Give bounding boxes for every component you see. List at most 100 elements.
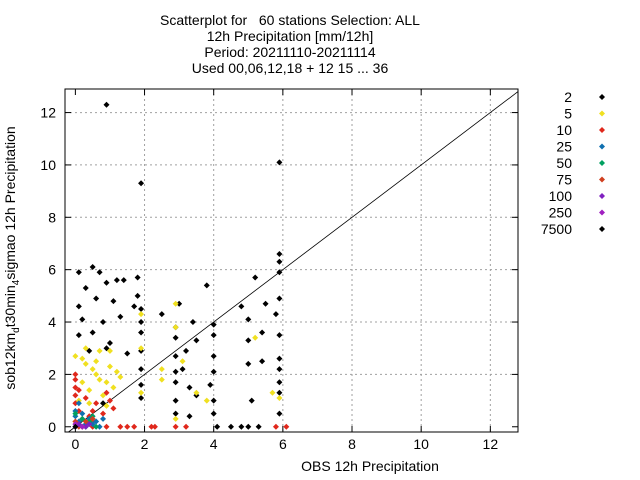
y-axis-label-part-1: sob12km [2, 332, 19, 390]
data-point-series-5 [110, 384, 117, 391]
data-point-series-2 [248, 397, 255, 404]
data-point-series-2 [245, 337, 252, 344]
x-tick-label: 12 [483, 436, 499, 452]
data-point-series-5 [113, 368, 120, 375]
data-point-series-2 [93, 295, 100, 302]
legend-label: 7500 [541, 221, 572, 237]
data-point-series-2 [276, 258, 283, 265]
data-point-series-25 [96, 423, 103, 430]
data-point-series-75 [89, 415, 96, 422]
data-point-series-10 [93, 400, 100, 407]
data-point-series-2 [138, 319, 145, 326]
data-point-series-5 [86, 387, 93, 394]
title-line-2: 12h Precipitation [mm/12h] [206, 28, 374, 44]
data-point-series-2 [134, 292, 141, 299]
data-point-series-50 [72, 410, 79, 417]
data-point-series-5 [172, 415, 179, 422]
data-point-series-5 [89, 366, 96, 373]
data-point-series-5 [79, 355, 86, 362]
data-point-series-2 [79, 316, 86, 323]
data-point-series-5 [86, 400, 93, 407]
data-point-series-2 [276, 295, 283, 302]
data-point-series-7500 [72, 423, 79, 430]
data-point-series-2 [245, 360, 252, 367]
data-point-series-10 [283, 423, 290, 430]
data-point-series-2 [276, 250, 283, 257]
title-line-1: Scatterplot for 60 stations Selection: A… [160, 12, 420, 28]
data-point-series-2 [172, 379, 179, 386]
data-point-series-2 [75, 332, 82, 339]
data-point-series-25 [100, 415, 107, 422]
data-point-series-2 [276, 389, 283, 396]
data-point-series-2 [210, 410, 217, 417]
data-point-series-100 [86, 421, 93, 428]
data-point-series-10 [103, 423, 110, 430]
legend-marker [599, 127, 605, 133]
data-point-series-2 [138, 381, 145, 388]
diagonal-line [68, 91, 519, 433]
legend-marker [599, 160, 605, 166]
data-point-series-2 [86, 347, 93, 354]
data-point-series-2 [117, 313, 124, 320]
legend-label: 75 [556, 172, 572, 188]
legend-marker [599, 193, 605, 199]
data-point-series-10 [75, 387, 82, 394]
data-point-series-2 [210, 397, 217, 404]
data-point-series-5 [79, 379, 86, 386]
data-point-series-50 [93, 423, 100, 430]
title-line-3: Period: 20211110-20211114 [204, 44, 376, 60]
y-tick-label: 10 [40, 157, 56, 173]
data-point-series-5 [172, 300, 179, 307]
data-point-series-2 [96, 269, 103, 276]
data-point-series-10 [72, 376, 79, 383]
data-point-series-100 [82, 423, 89, 430]
data-point-series-2 [172, 410, 179, 417]
x-tick-label: 10 [413, 436, 429, 452]
data-point-series-5 [103, 402, 110, 409]
data-point-series-2 [245, 423, 252, 430]
data-point-series-5 [96, 376, 103, 383]
data-point-series-250 [79, 423, 86, 430]
legend-marker [599, 143, 605, 150]
data-point-series-2 [210, 368, 217, 375]
data-point-series-2 [259, 329, 266, 336]
data-point-series-5 [96, 347, 103, 354]
data-point-series-2 [172, 397, 179, 404]
data-point-series-10 [183, 423, 190, 430]
data-point-series-10 [151, 423, 158, 430]
data-point-series-5 [82, 345, 89, 352]
data-point-series-2 [113, 277, 120, 284]
data-point-series-2 [186, 413, 193, 420]
data-point-series-2 [75, 303, 82, 310]
data-point-series-25 [93, 418, 100, 425]
x-tick-label: 0 [71, 436, 79, 452]
data-point-series-2 [186, 384, 193, 391]
data-point-series-10 [124, 423, 131, 430]
data-point-series-2 [189, 319, 196, 326]
data-point-series-2 [276, 366, 283, 373]
legend-label: 100 [549, 188, 573, 204]
data-point-series-2 [238, 303, 245, 310]
data-point-series-2 [262, 300, 269, 307]
data-point-series-2 [172, 368, 179, 375]
data-point-series-2 [103, 101, 110, 108]
y-axis-label-part-3: sigmao 12h Precipitation [2, 126, 19, 280]
data-point-series-10 [72, 400, 79, 407]
data-point-series-5 [276, 394, 283, 401]
data-point-series-5 [203, 397, 210, 404]
data-point-series-10 [148, 423, 155, 430]
data-point-series-2 [276, 355, 283, 362]
legend-label: 2 [564, 89, 572, 105]
data-point-series-2 [100, 400, 107, 407]
x-tick-label: 8 [348, 436, 356, 452]
title-line-4: Used 00,06,12,18 + 12 15 ... 36 [191, 60, 389, 76]
legend-label: 250 [549, 205, 573, 221]
data-point-series-2 [134, 274, 141, 281]
data-point-series-2 [120, 277, 127, 284]
data-point-series-10 [89, 408, 96, 415]
data-point-series-5 [138, 345, 145, 352]
data-point-series-2 [138, 394, 145, 401]
data-point-series-5 [106, 347, 113, 354]
y-tick-label: 8 [48, 209, 56, 225]
